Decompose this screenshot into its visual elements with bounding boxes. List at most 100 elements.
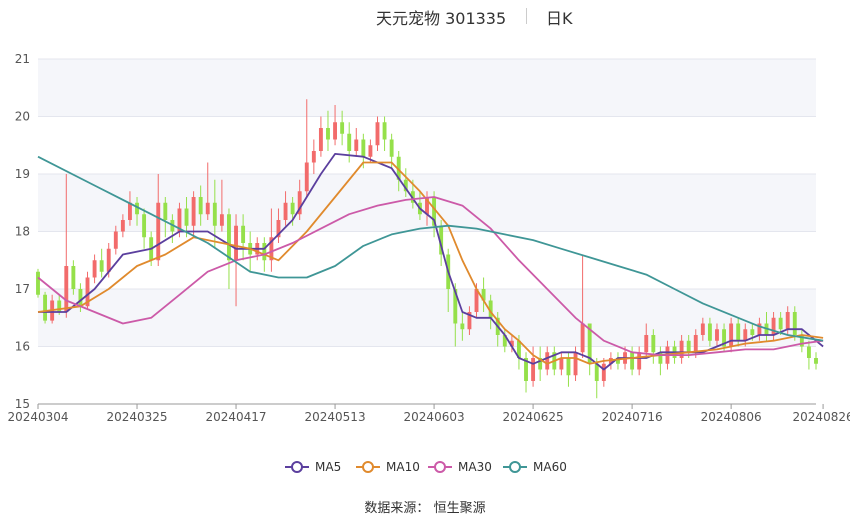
candle-body	[64, 266, 69, 312]
candle-body	[481, 289, 486, 301]
chart-title: 天元宠物 301335 日K	[0, 5, 850, 29]
legend-swatch-ma10	[356, 461, 380, 473]
candle-body	[453, 289, 458, 324]
candle-body	[219, 214, 224, 226]
legend-item-ma60[interactable]: MA60	[503, 457, 567, 477]
candle-body	[573, 352, 578, 376]
candle-body	[234, 225, 238, 261]
candle-body	[644, 335, 649, 353]
candle-body	[566, 358, 571, 376]
candle-body	[71, 266, 76, 289]
candle-body	[778, 317, 783, 330]
candle-body	[198, 197, 203, 215]
candle-body	[290, 202, 295, 215]
title-separator	[526, 8, 527, 24]
x-tick-label: 20240806	[701, 410, 762, 424]
x-tick-label: 20240325	[106, 410, 167, 424]
candle-body	[354, 139, 359, 151]
candle-body	[814, 358, 818, 364]
data-source-name: 恒生聚源	[433, 501, 486, 516]
candle-body	[474, 289, 479, 312]
candle-body	[113, 231, 118, 249]
legend-label-ma10: MA10	[386, 460, 420, 474]
legend-label-ma5: MA5	[315, 460, 342, 474]
candle-body	[43, 294, 48, 321]
candle-body	[658, 352, 663, 364]
candle-body	[106, 248, 111, 272]
candle-body	[304, 162, 309, 192]
candle-body	[686, 340, 691, 353]
candle-body	[142, 214, 147, 238]
legend-item-ma5[interactable]: MA5	[285, 457, 341, 477]
chart-title-period: 日K	[546, 9, 573, 28]
candle-body	[156, 202, 161, 261]
y-tick-label: 18	[15, 225, 30, 239]
candle-body	[120, 220, 125, 232]
candle-body	[368, 145, 373, 157]
y-tick-label: 15	[15, 397, 30, 411]
candle-body	[57, 300, 62, 312]
x-tick-label: 20240417	[205, 410, 266, 424]
plot-band	[38, 346, 816, 404]
candle-body	[432, 197, 437, 226]
candle-body	[269, 237, 274, 261]
data-source: 数据来源： 恒生聚源	[0, 497, 850, 516]
candle-body	[693, 335, 698, 353]
candle-body	[651, 335, 656, 353]
candle-body	[382, 122, 387, 140]
ma-line-ma30	[37, 196, 824, 356]
x-tick-label: 20240513	[305, 410, 366, 424]
plot-band	[38, 116, 816, 174]
legend-item-ma10[interactable]: MA10	[356, 457, 420, 477]
candle-body	[276, 220, 281, 238]
candle-body	[326, 128, 330, 140]
candle-body	[502, 335, 507, 347]
candle-body	[806, 346, 811, 358]
candle-body	[135, 202, 139, 215]
y-tick-label: 20	[15, 110, 30, 124]
candle-body	[616, 358, 620, 364]
y-tick-label: 16	[15, 340, 30, 354]
legend-swatch-ma60	[503, 461, 527, 473]
candle-body	[375, 122, 380, 146]
candle-body	[163, 202, 168, 220]
candle-body	[128, 202, 132, 220]
legend-swatch-ma5	[285, 461, 309, 473]
candle-body	[722, 329, 726, 347]
x-tick-label: 20240625	[503, 410, 564, 424]
y-tick-label: 19	[15, 167, 30, 181]
candle-body	[333, 122, 337, 140]
y-tick-label: 21	[15, 52, 30, 66]
candle-body	[425, 197, 429, 215]
candle-body	[785, 312, 790, 330]
candle-body	[792, 312, 797, 335]
candle-body	[85, 277, 90, 307]
plot-band	[38, 231, 816, 289]
candle-body	[212, 202, 217, 226]
candle-body	[538, 358, 543, 370]
candle-body	[311, 151, 316, 163]
legend-label-ma30: MA30	[458, 460, 492, 474]
candle-body	[700, 323, 705, 335]
candle-body	[637, 352, 642, 370]
candle-body	[580, 323, 585, 353]
candle-body	[241, 225, 246, 243]
candle-body	[509, 340, 514, 347]
candle-body	[707, 323, 712, 341]
legend-item-ma30[interactable]: MA30	[428, 457, 492, 477]
candle-body	[531, 358, 536, 381]
candle-body	[205, 202, 210, 215]
candle-body	[757, 323, 762, 335]
candle-body	[99, 260, 104, 272]
candle-body	[191, 197, 196, 226]
candle-body	[283, 202, 288, 220]
candle-body	[318, 128, 323, 151]
candle-body	[403, 179, 408, 192]
candle-body	[78, 289, 83, 307]
candle-body	[630, 352, 635, 370]
candle-body	[92, 260, 97, 278]
x-tick-label: 20240603	[404, 410, 465, 424]
legend-label-ma60: MA60	[533, 460, 567, 474]
candle-body	[587, 323, 592, 364]
